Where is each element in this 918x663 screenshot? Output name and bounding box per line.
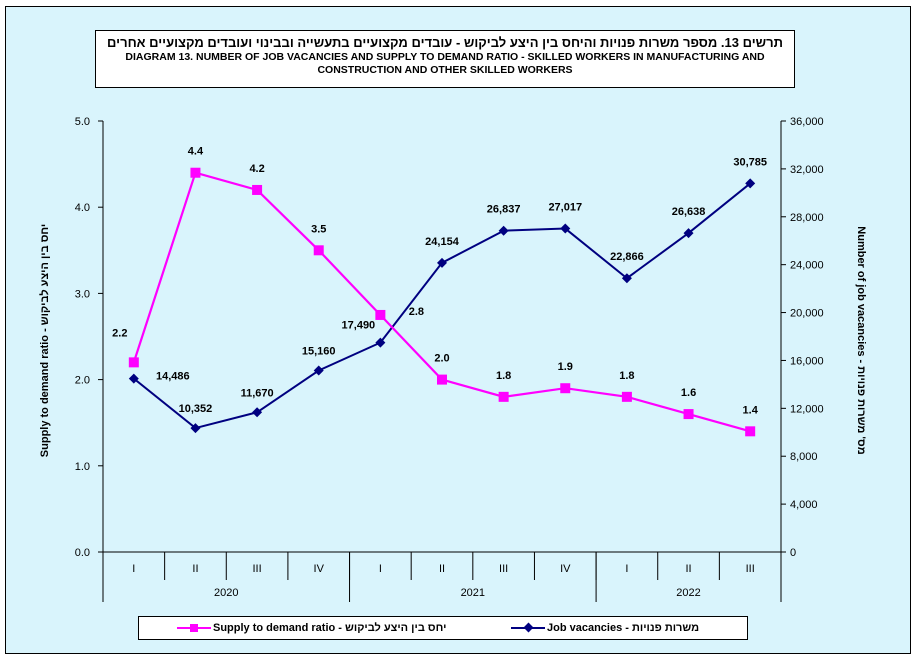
y-tick-label-right: 24,000: [790, 260, 824, 272]
y-tick-label-left: 3.0: [75, 288, 90, 300]
point-ratio: [745, 426, 756, 437]
legend-label-vacancies: Job vacancies - משרות פנויות: [547, 622, 700, 634]
data-label-ratio: 2.8: [409, 306, 424, 318]
x-tick-label: II: [439, 563, 445, 575]
data-label-ratio: 3.5: [311, 223, 326, 235]
y-tick-label-left: 4.0: [75, 202, 90, 214]
chart-title-hebrew: תרשים 13. מספר משרות פנויות והיחס בין הי…: [107, 35, 783, 50]
data-label-vacancies: 14,486: [156, 371, 190, 383]
y-axis-title-left: Supply to demand ratio - יחס בין היצע לב…: [38, 224, 51, 457]
data-label-vacancies: 24,154: [425, 236, 460, 248]
point-ratio: [437, 374, 447, 385]
y-tick-label-right: 36,000: [790, 116, 824, 128]
point-vacancies: [313, 365, 324, 376]
data-label-vacancies: 22,866: [610, 251, 644, 263]
point-vacancies: [190, 423, 201, 434]
data-label-ratio: 4.4: [188, 146, 204, 158]
x-tick-label: III: [746, 563, 755, 575]
x-tick-label: I: [379, 563, 382, 575]
y-tick-label-right: 8,000: [790, 451, 818, 463]
legend-item-vacancies: Job vacancies - משרות פנויות: [509, 617, 699, 639]
point-vacancies: [621, 273, 632, 284]
data-label-vacancies: 27,017: [548, 202, 582, 214]
year-label: 2022: [676, 587, 700, 599]
point-ratio: [560, 383, 571, 394]
point-ratio: [128, 357, 139, 368]
x-tick-label: II: [192, 563, 198, 575]
legend: Supply to demand ratio - יחס בין היצע לב…: [138, 616, 748, 640]
data-label-ratio: 2.2: [112, 327, 127, 339]
data-label-ratio: 1.4: [743, 404, 759, 416]
y-tick-label-right: 20,000: [790, 308, 824, 320]
year-label: 2020: [214, 587, 238, 599]
point-vacancies: [498, 225, 509, 236]
chart-title-english-line2: CONSTRUCTION AND OTHER SKILLED WORKERS: [317, 64, 573, 76]
data-label-vacancies: 15,160: [302, 346, 336, 358]
legend-marker-square: [175, 617, 213, 639]
point-vacancies: [683, 228, 694, 239]
x-tick-label: I: [132, 563, 135, 575]
series-line-ratio: [132, 171, 751, 433]
x-tick-label: III: [253, 563, 262, 575]
data-label-ratio: 1.8: [619, 370, 634, 382]
data-label-ratio: 1.8: [496, 370, 511, 382]
y-tick-label-right: 28,000: [790, 212, 824, 224]
data-label-ratio: 1.6: [681, 387, 696, 399]
y-tick-label-right: 12,000: [790, 403, 824, 415]
point-vacancies: [560, 223, 571, 234]
data-label-vacancies: 17,490: [342, 320, 376, 332]
x-tick-label: II: [685, 563, 691, 575]
y-tick-label-left: 0.0: [75, 547, 90, 559]
point-vacancies: [745, 178, 756, 189]
point-ratio: [313, 245, 324, 256]
y-tick-label-right: 32,000: [790, 164, 824, 176]
y-axis-title-right: Number of job vacancies - מס' משרות פנוי…: [855, 226, 867, 454]
chart-frame: [5, 6, 911, 654]
point-vacancies: [252, 407, 263, 418]
data-label-ratio: 2.0: [434, 353, 449, 365]
legend-marker-diamond: [509, 617, 547, 639]
point-vacancies: [128, 373, 139, 384]
y-tick-label-left: 2.0: [75, 375, 90, 387]
point-ratio: [252, 184, 263, 195]
x-tick-label: IV: [314, 563, 325, 575]
chart-title-box: תרשים 13. מספר משרות פנויות והיחס בין הי…: [95, 30, 795, 88]
year-label: 2021: [461, 587, 485, 599]
x-tick-label: III: [499, 563, 508, 575]
x-tick-label: I: [625, 563, 628, 575]
point-ratio: [375, 309, 386, 320]
point-ratio: [498, 391, 509, 402]
legend-item-ratio: Supply to demand ratio - יחס בין היצע לב…: [175, 617, 446, 639]
x-tick-label: IV: [560, 563, 571, 575]
series-line-vacancies: [133, 182, 751, 430]
data-label-vacancies: 11,670: [241, 387, 274, 399]
y-tick-label-left: 1.0: [75, 461, 90, 473]
y-tick-label-right: 0: [790, 547, 796, 559]
point-ratio: [621, 391, 632, 402]
y-tick-label-right: 16,000: [790, 355, 824, 367]
data-label-ratio: 1.9: [558, 361, 573, 373]
data-label-vacancies: 30,785: [733, 156, 767, 168]
point-ratio: [190, 167, 201, 178]
data-label-vacancies: 10,352: [179, 403, 213, 415]
point-vacancies: [375, 337, 386, 348]
data-label-ratio: 4.2: [249, 163, 264, 175]
point-ratio: [683, 409, 694, 420]
point-vacancies: [437, 257, 447, 268]
y-tick-label-right: 4,000: [790, 499, 818, 511]
y-tick-label-left: 5.0: [75, 116, 90, 128]
legend-label-ratio: Supply to demand ratio - יחס בין היצע לב…: [213, 622, 447, 634]
data-label-vacancies: 26,837: [487, 204, 521, 216]
data-label-vacancies: 26,638: [672, 206, 706, 218]
chart-title-english-line1: DIAGRAM 13. NUMBER OF JOB VACANCIES AND …: [125, 51, 765, 63]
